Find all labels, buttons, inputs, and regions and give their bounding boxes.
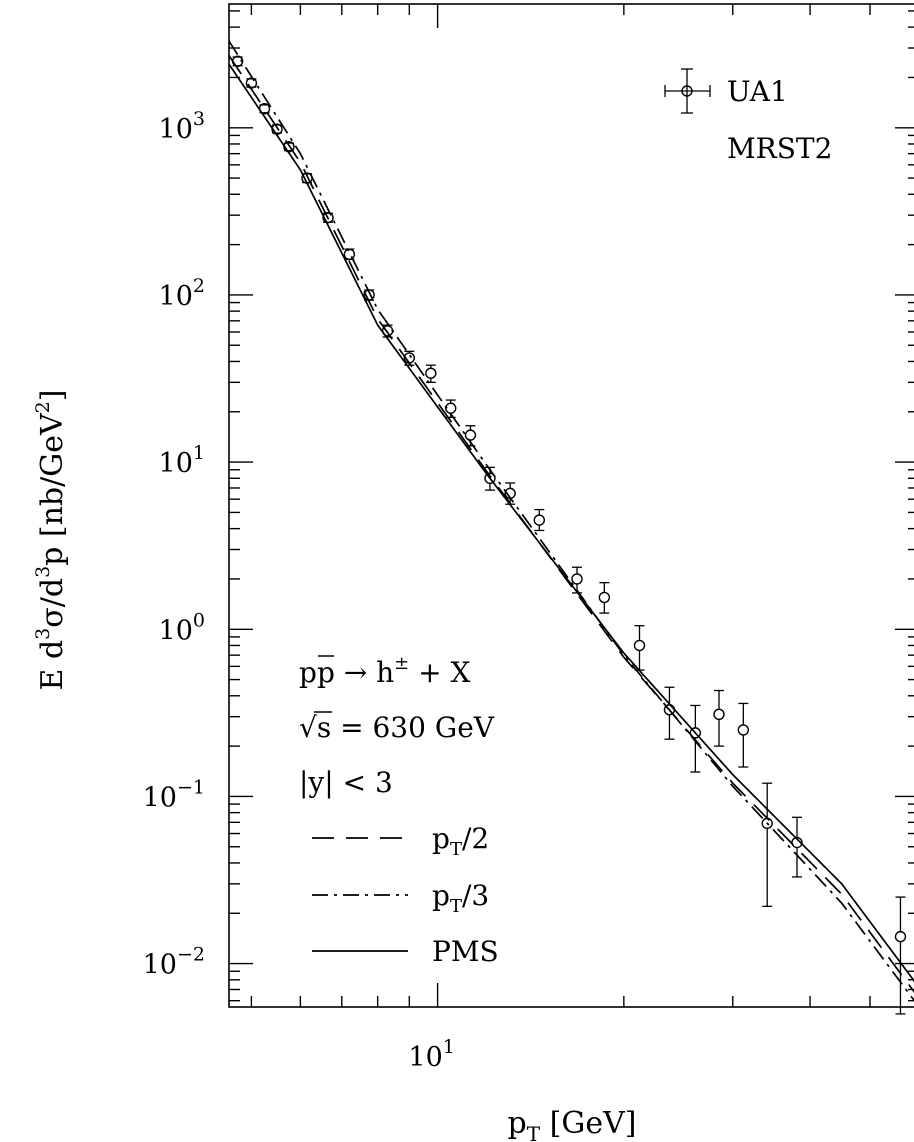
data-point	[301, 172, 313, 184]
rapidity-label: |y| < 3	[299, 766, 393, 799]
data-point	[271, 123, 283, 135]
data-marker	[761, 817, 773, 830]
x-tick-labels: 101	[408, 1036, 454, 1073]
plot-frame	[228, 3, 914, 1008]
data-marker	[894, 930, 907, 943]
y-tick-label: 100	[159, 609, 205, 646]
data-point	[791, 816, 803, 878]
legend-label-solid: PMS	[432, 935, 499, 968]
y-tick-label: 102	[159, 275, 205, 312]
data-points	[231, 55, 907, 1015]
data-point	[571, 566, 583, 594]
data-marker	[403, 352, 416, 364]
y-tick-labels: 103 102 101 100 10−1 10−2	[143, 108, 205, 981]
data-point	[464, 425, 477, 447]
curve-dashed	[228, 55, 914, 993]
data-marker	[245, 77, 258, 89]
curve-legend: pT/2 pT/3 PMS	[312, 822, 499, 968]
pdf-label: MRST2	[727, 132, 832, 165]
y-tick-label: 10−1	[143, 776, 205, 813]
data-legend-marker	[681, 85, 693, 97]
data-marker	[445, 402, 457, 414]
data-point	[761, 782, 773, 908]
data-point	[598, 582, 611, 614]
data-marker	[633, 639, 646, 652]
data-point	[689, 704, 702, 773]
data-marker	[381, 325, 394, 337]
data-marker	[231, 55, 244, 67]
data-point	[633, 625, 646, 671]
data-marker	[737, 724, 750, 736]
curve-solid	[228, 63, 914, 983]
data-point	[663, 686, 676, 740]
data-point	[484, 466, 496, 491]
data-point	[245, 77, 258, 89]
data-marker	[504, 487, 516, 500]
data-marker	[271, 123, 283, 135]
x-tick-label: 101	[408, 1036, 454, 1073]
data-point	[403, 350, 416, 366]
data-marker	[663, 704, 676, 716]
data-marker	[689, 727, 702, 739]
data-marker	[363, 289, 375, 301]
data-marker	[258, 103, 271, 115]
y-tick-label: 10−2	[143, 944, 205, 981]
data-marker	[301, 172, 313, 184]
data-point	[504, 482, 516, 505]
data-marker	[322, 211, 334, 224]
legend-label-dashdot: pT/3	[432, 879, 489, 917]
data-point	[425, 364, 437, 383]
process-label: pp → h± + X	[299, 653, 471, 689]
data-marker	[713, 708, 725, 720]
legend-label-dashed: pT/2	[432, 822, 489, 860]
data-point	[894, 896, 907, 1015]
data-marker	[484, 472, 496, 484]
data-marker	[425, 367, 437, 379]
data-point	[381, 324, 394, 338]
data-point	[363, 289, 375, 301]
data-marker	[571, 573, 583, 585]
curve-dash-dot	[228, 40, 914, 1002]
data-point	[737, 702, 750, 768]
data-marker	[598, 591, 611, 604]
data-point	[283, 141, 295, 153]
x-axis-label: pT [GeV]	[508, 1106, 637, 1142]
data-point	[533, 508, 545, 532]
energy-label: √s = 630 GeV	[299, 711, 495, 744]
data-legend: UA1	[664, 68, 788, 114]
y-axis-label: E d3σ/d3p [nb/GeV2]	[32, 390, 70, 691]
data-point	[231, 55, 244, 67]
axis-ticks	[229, 4, 914, 1007]
data-marker	[464, 429, 477, 441]
y-tick-label: 101	[159, 442, 205, 479]
data-point	[713, 689, 725, 747]
y-tick-label: 103	[159, 108, 205, 145]
data-point	[343, 248, 356, 261]
data-marker	[533, 514, 545, 526]
data-legend-label: UA1	[727, 75, 788, 108]
data-point	[322, 211, 334, 224]
data-marker	[283, 141, 295, 153]
theory-curves	[228, 40, 914, 1002]
data-marker	[791, 836, 803, 849]
data-marker	[343, 248, 356, 261]
data-point	[258, 103, 271, 115]
data-point	[445, 399, 457, 419]
